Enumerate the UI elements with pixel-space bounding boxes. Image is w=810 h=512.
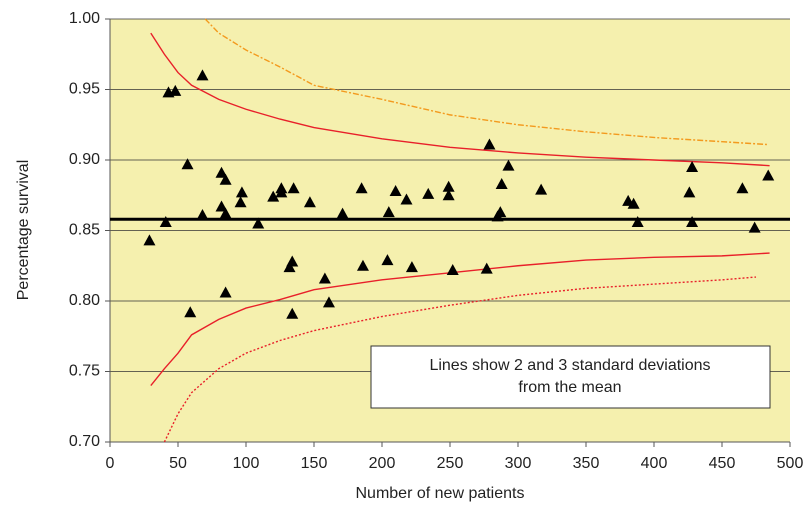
x-tick-label: 300 xyxy=(505,455,532,472)
x-tick-label: 350 xyxy=(573,455,600,472)
y-tick-label: 0.80 xyxy=(69,292,100,309)
point xyxy=(442,189,455,201)
y-tick-label: 0.85 xyxy=(69,222,100,239)
point xyxy=(535,183,548,195)
x-tick-label: 400 xyxy=(641,455,668,472)
point xyxy=(286,255,299,267)
point xyxy=(495,177,508,189)
point xyxy=(283,261,296,273)
x-tick-label: 150 xyxy=(301,455,328,472)
point xyxy=(762,169,775,181)
point xyxy=(219,286,232,298)
point xyxy=(446,263,459,275)
point xyxy=(356,259,369,271)
point xyxy=(627,197,640,209)
point xyxy=(400,193,413,205)
point xyxy=(389,185,402,197)
point xyxy=(275,186,288,198)
point xyxy=(215,166,228,178)
point xyxy=(184,306,197,318)
point xyxy=(286,307,299,319)
point xyxy=(234,196,247,208)
point xyxy=(219,173,232,185)
point xyxy=(318,272,331,284)
point xyxy=(355,182,368,194)
point xyxy=(235,186,248,198)
x-tick-label: 100 xyxy=(233,455,260,472)
point xyxy=(159,216,172,228)
x-tick-label: 50 xyxy=(169,455,187,472)
annotation: from the mean xyxy=(518,379,621,396)
annotation-box xyxy=(370,345,771,409)
y-tick-label: 0.75 xyxy=(69,363,100,380)
point xyxy=(287,182,300,194)
annotation: Lines show 2 and 3 standard deviations xyxy=(429,357,710,374)
limit-line xyxy=(150,252,770,387)
point xyxy=(336,207,349,219)
point xyxy=(322,296,335,308)
x-tick-label: 250 xyxy=(437,455,464,472)
y-tick-label: 0.95 xyxy=(69,81,100,98)
point xyxy=(196,69,209,81)
point xyxy=(143,234,156,246)
point xyxy=(483,138,496,150)
point xyxy=(422,187,435,199)
point xyxy=(215,200,228,212)
y-tick-label: 0.90 xyxy=(69,151,100,168)
point xyxy=(303,196,316,208)
limit-line xyxy=(204,18,767,146)
x-tick-label: 0 xyxy=(106,455,115,472)
point xyxy=(494,206,507,218)
point xyxy=(381,254,394,266)
y-axis-label: Percentage survival xyxy=(15,160,32,301)
point xyxy=(502,159,515,171)
point xyxy=(631,216,644,228)
point xyxy=(267,190,280,202)
point xyxy=(683,186,696,198)
point xyxy=(252,217,265,229)
limit-line xyxy=(150,32,770,167)
point xyxy=(736,182,749,194)
x-tick-label: 450 xyxy=(709,455,736,472)
x-tick-label: 500 xyxy=(777,455,804,472)
point xyxy=(480,262,493,274)
point xyxy=(382,206,395,218)
point xyxy=(181,158,194,170)
point xyxy=(686,216,699,228)
point xyxy=(219,207,232,219)
point xyxy=(196,208,209,220)
point xyxy=(686,161,699,173)
point xyxy=(748,221,761,233)
point xyxy=(169,84,182,96)
x-tick-label: 200 xyxy=(369,455,396,472)
y-tick-label: 1.00 xyxy=(69,10,100,27)
point xyxy=(442,180,455,192)
y-tick-label: 0.70 xyxy=(69,433,100,450)
x-axis-label: Number of new patients xyxy=(356,485,525,502)
point xyxy=(405,261,418,273)
